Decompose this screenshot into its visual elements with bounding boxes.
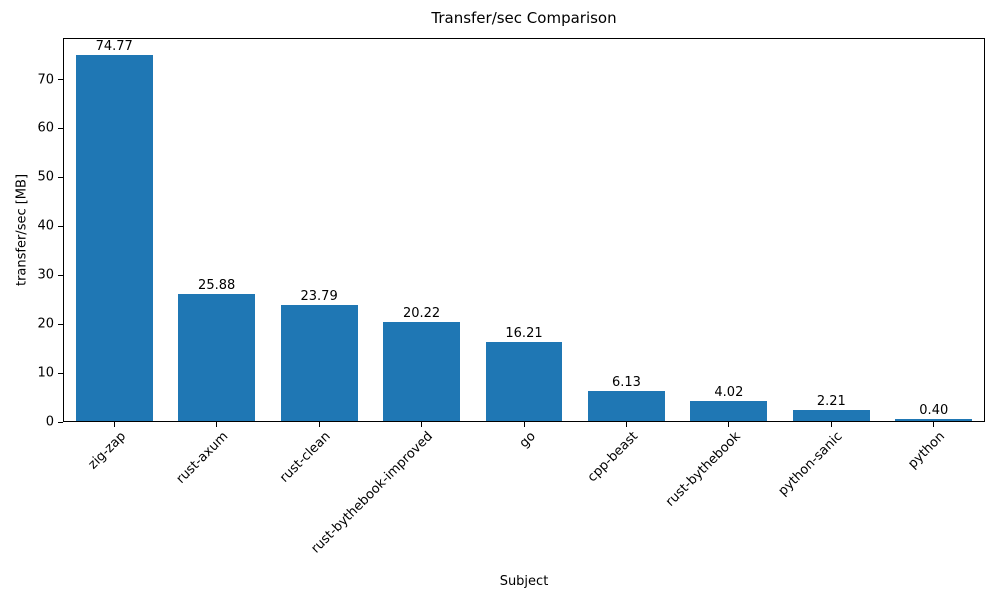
y-tick-label: 50: [37, 169, 54, 185]
y-tick-mark: [58, 176, 63, 178]
y-tick-label: 0: [45, 414, 54, 430]
x-tick-label-text: python-sanic: [775, 429, 846, 499]
y-axis-label: transfer/sec [MB]: [14, 173, 30, 287]
y-tick-mark: [58, 127, 63, 129]
x-axis-label: Subject: [499, 574, 549, 589]
x-tick-label-text: rust-clean: [277, 429, 334, 486]
bar: [280, 304, 358, 421]
bar: [75, 55, 153, 421]
x-tick-mark: [830, 422, 832, 427]
y-tick-mark: [58, 274, 63, 276]
chart-title: Transfer/sec Comparison: [431, 9, 617, 27]
bar: [690, 401, 768, 421]
y-tick-label: 10: [37, 365, 54, 381]
bar-value-label: 0.40: [919, 403, 949, 419]
bar: [383, 322, 460, 421]
x-tick-label-text: cpp-beast: [584, 429, 642, 486]
y-tick-mark: [58, 372, 63, 374]
y-tick-label: 60: [37, 120, 54, 136]
x-tick-label-text: go: [516, 429, 539, 452]
bar-value-label: 23.79: [300, 288, 338, 304]
bar-value-label: 2.21: [816, 394, 846, 410]
bar-value-label: 6.13: [611, 375, 641, 390]
x-tick-mark: [421, 422, 423, 427]
y-tick-mark: [58, 79, 63, 81]
x-tick-mark: [113, 422, 115, 427]
bar: [178, 294, 256, 421]
x-tick-mark: [728, 422, 730, 427]
bar: [792, 410, 870, 421]
bar: [485, 341, 563, 421]
x-tick-label-text: python: [905, 429, 949, 472]
bar: [895, 419, 973, 421]
bar-value-label: 16.21: [505, 325, 543, 341]
y-tick-mark: [58, 225, 63, 227]
bar-value-label: 74.77: [95, 39, 133, 55]
bar: [588, 391, 665, 421]
bar-value-label: 4.02: [714, 385, 744, 401]
x-tick-label-text: zig-zap: [85, 429, 129, 473]
x-tick-label-text: rust-bythebook-improved: [308, 429, 437, 557]
y-tick-label: 70: [37, 72, 54, 88]
x-tick-label-text: rust-axum: [173, 429, 232, 487]
bar-value-label: 20.22: [402, 306, 441, 322]
x-tick-mark: [216, 422, 218, 427]
x-tick-mark: [933, 422, 935, 427]
x-tick-label-text: rust-bythebook: [662, 429, 744, 510]
bar-value-label: 25.88: [198, 278, 236, 294]
y-tick-label: 30: [37, 267, 54, 283]
y-tick-label: 20: [37, 316, 54, 332]
x-tick-mark: [625, 422, 627, 427]
x-tick-mark: [318, 422, 320, 427]
y-tick-mark: [58, 421, 63, 423]
y-tick-label: 40: [37, 218, 54, 234]
x-tick-mark: [523, 422, 525, 427]
y-tick-mark: [58, 323, 63, 325]
plot-area: [63, 38, 985, 422]
